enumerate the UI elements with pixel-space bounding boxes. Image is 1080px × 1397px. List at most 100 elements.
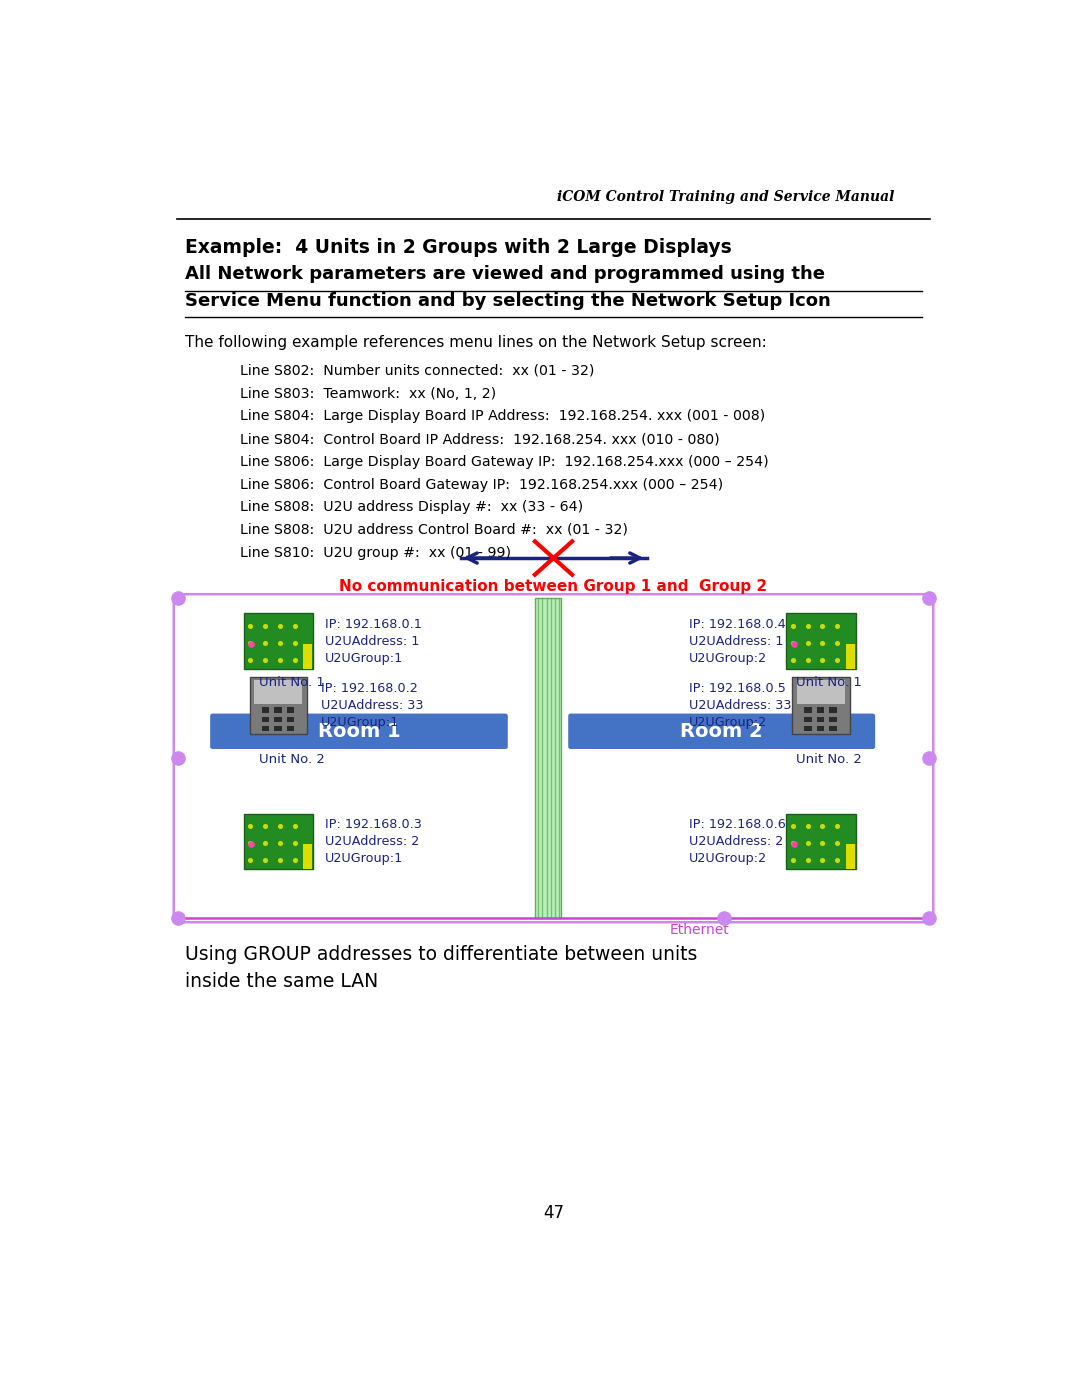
Point (257, 849, 274, 872)
Point (286, 648, 303, 671)
Point (271, 814, 288, 837)
Text: U2UAddress: 1: U2UAddress: 1 (325, 634, 419, 648)
Bar (261, 707, 270, 712)
Bar (274, 707, 282, 712)
Point (168, 747, 186, 770)
Text: Example:  4 Units in 2 Groups with 2 Large Displays: Example: 4 Units in 2 Groups with 2 Larg… (186, 239, 732, 257)
Text: Room 1: Room 1 (318, 722, 401, 740)
Text: U2UGroup:1: U2UGroup:1 (325, 852, 403, 865)
Point (814, 615, 832, 637)
Text: Line S806:  Control Board Gateway IP:  192.168.254.xxx (000 – 254): Line S806: Control Board Gateway IP: 192… (240, 478, 723, 492)
Bar (274, 717, 282, 722)
Text: IP: 192.168.0.1: IP: 192.168.0.1 (325, 617, 422, 631)
Bar (286, 726, 294, 731)
Point (257, 831, 274, 854)
Point (921, 747, 939, 770)
Point (715, 907, 732, 929)
Bar (846, 844, 855, 869)
Point (257, 631, 274, 654)
Bar (535, 598, 562, 918)
Text: Ethernet: Ethernet (670, 923, 729, 937)
Text: U2UGroup:1: U2UGroup:1 (325, 651, 403, 665)
Point (168, 587, 186, 609)
Point (242, 814, 259, 837)
Point (828, 831, 846, 854)
Point (785, 833, 802, 855)
Text: Service Menu function and by selecting the Network Setup Icon: Service Menu function and by selecting t… (186, 292, 832, 310)
Text: IP: 192.168.0.3: IP: 192.168.0.3 (325, 819, 422, 831)
Point (286, 831, 303, 854)
FancyBboxPatch shape (174, 594, 933, 922)
Bar (816, 707, 824, 712)
Point (784, 631, 801, 654)
Text: 47: 47 (543, 1204, 564, 1222)
Text: Line S802:  Number units connected:  xx (01 - 32): Line S802: Number units connected: xx (0… (240, 365, 594, 379)
Bar (243, 613, 313, 669)
Point (828, 849, 846, 872)
Point (784, 814, 801, 837)
Text: Line S806:  Large Display Board Gateway IP:  192.168.254.xxx (000 – 254): Line S806: Large Display Board Gateway I… (240, 455, 768, 469)
Text: Unit No. 1: Unit No. 1 (259, 676, 325, 689)
Text: Unit No. 2: Unit No. 2 (796, 753, 862, 767)
Point (814, 849, 832, 872)
Point (286, 631, 303, 654)
Text: U2UGroup:1: U2UGroup:1 (321, 717, 400, 729)
Bar (303, 844, 312, 869)
Point (271, 831, 288, 854)
Bar (303, 644, 312, 669)
Point (921, 587, 939, 609)
Bar (786, 813, 855, 869)
Text: IP: 192.168.0.2: IP: 192.168.0.2 (321, 682, 418, 696)
Text: All Network parameters are viewed and programmed using the: All Network parameters are viewed and pr… (186, 265, 825, 284)
Point (243, 833, 260, 855)
FancyBboxPatch shape (211, 714, 508, 749)
Point (168, 907, 186, 929)
Text: U2UGroup:2: U2UGroup:2 (689, 651, 767, 665)
Point (799, 631, 816, 654)
Bar (805, 717, 812, 722)
Point (271, 615, 288, 637)
Bar (829, 707, 837, 712)
Point (828, 814, 846, 837)
Text: Unit No. 1: Unit No. 1 (796, 676, 862, 689)
Point (784, 615, 801, 637)
Point (814, 814, 832, 837)
Text: U2UAddress: 33: U2UAddress: 33 (689, 700, 792, 712)
Bar (255, 680, 302, 704)
Point (828, 648, 846, 671)
Text: U2UAddress: 1: U2UAddress: 1 (689, 634, 783, 648)
Point (271, 648, 288, 671)
Point (271, 631, 288, 654)
Point (242, 631, 259, 654)
Text: U2UGroup:2: U2UGroup:2 (689, 717, 767, 729)
Point (257, 648, 274, 671)
Bar (816, 717, 824, 722)
Point (286, 849, 303, 872)
Bar (797, 680, 845, 704)
Point (799, 849, 816, 872)
Bar (286, 707, 294, 712)
Point (286, 814, 303, 837)
Bar (829, 726, 837, 731)
Text: U2UAddress: 33: U2UAddress: 33 (321, 700, 423, 712)
Bar (249, 678, 307, 735)
Bar (274, 726, 282, 731)
Text: Line S808:  U2U address Display #:  xx (33 - 64): Line S808: U2U address Display #: xx (33… (240, 500, 583, 514)
Text: U2UAddress: 2: U2UAddress: 2 (689, 835, 783, 848)
Point (799, 831, 816, 854)
Bar (805, 707, 812, 712)
Point (257, 814, 274, 837)
Point (242, 849, 259, 872)
Point (784, 849, 801, 872)
Text: IP: 192.168.0.5: IP: 192.168.0.5 (689, 682, 786, 696)
Point (242, 831, 259, 854)
Point (257, 615, 274, 637)
Bar (261, 717, 270, 722)
Point (784, 648, 801, 671)
Point (828, 615, 846, 637)
Bar (793, 678, 850, 735)
Point (242, 615, 259, 637)
FancyBboxPatch shape (568, 714, 875, 749)
Point (814, 631, 832, 654)
Point (271, 849, 288, 872)
